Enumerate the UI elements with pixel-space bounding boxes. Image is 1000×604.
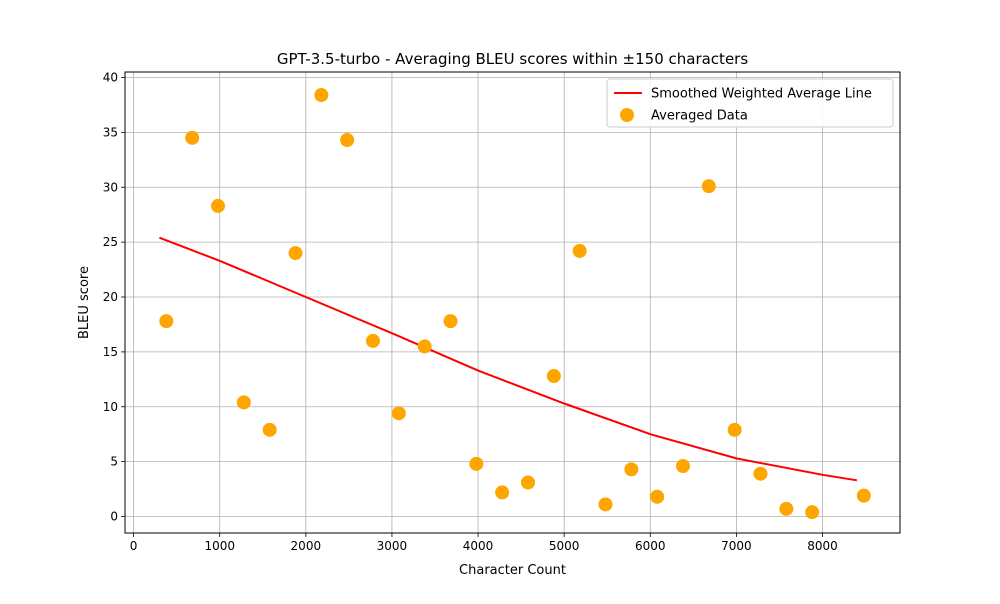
grid (125, 72, 900, 533)
x-axis-label: Character Count (459, 563, 566, 578)
data-point (262, 422, 277, 437)
data-point (443, 314, 458, 329)
y-tick-label: 40 (103, 70, 118, 84)
y-tick-label: 30 (103, 180, 118, 194)
data-point (417, 339, 432, 354)
data-point (701, 179, 716, 194)
data-point (856, 488, 871, 503)
x-tick-label: 4000 (463, 539, 494, 553)
data-point (521, 475, 535, 490)
data-point (185, 130, 200, 145)
data-point (340, 133, 355, 148)
x-tick-label: 5000 (549, 539, 580, 553)
y-tick-label: 15 (103, 345, 118, 359)
data-point (650, 489, 665, 504)
y-tick-label: 10 (103, 400, 118, 414)
scatter-series-layer (159, 88, 871, 520)
y-axis-label: BLEU score (77, 266, 92, 339)
y-tick-label: 35 (103, 125, 118, 139)
legend-label: Averaged Data (651, 109, 748, 124)
x-tick-label: 8000 (807, 539, 838, 553)
x-tick-label: 7000 (721, 539, 752, 553)
x-tick-label: 1000 (204, 539, 235, 553)
y-tick-label: 0 (110, 510, 118, 524)
data-point (546, 369, 561, 384)
x-tick-label: 6000 (635, 539, 666, 553)
x-tick-label: 0 (130, 539, 138, 553)
data-point (572, 243, 587, 258)
plot-frame (124, 71, 901, 534)
data-point (624, 462, 639, 477)
y-tick-label: 25 (103, 235, 118, 249)
x-tick-label: 3000 (377, 539, 408, 553)
smoothed-line (159, 236, 858, 482)
data-point (288, 246, 303, 261)
line-series-layer (159, 236, 858, 482)
chart-title: GPT-3.5-turbo - Averaging BLEU scores wi… (277, 50, 748, 68)
data-point (779, 501, 794, 516)
legend-box (606, 78, 894, 128)
data-point (211, 198, 225, 213)
data-point (366, 333, 380, 348)
data-point (676, 459, 690, 474)
data-point (159, 314, 174, 329)
y-tick-label: 5 (110, 455, 118, 469)
y-tick-label: 20 (103, 290, 118, 304)
x-tick-label: 2000 (291, 539, 322, 553)
legend-label: Smoothed Weighted Average Line (651, 87, 872, 102)
data-point (391, 406, 406, 421)
legend-marker-swatch (620, 108, 634, 122)
data-point (727, 422, 742, 437)
data-point (495, 485, 510, 500)
data-point (805, 505, 820, 520)
data-point (314, 88, 329, 103)
data-point (236, 395, 251, 410)
ticks: 0 1000 2000 3000 4000 5000 6000 7000 8000 0 5 10 15 2… (103, 70, 838, 553)
data-point (469, 456, 484, 471)
data-point (753, 466, 768, 481)
data-point (598, 497, 613, 512)
legend: Smoothed Weighted Average Line Averaged D… (606, 78, 894, 128)
